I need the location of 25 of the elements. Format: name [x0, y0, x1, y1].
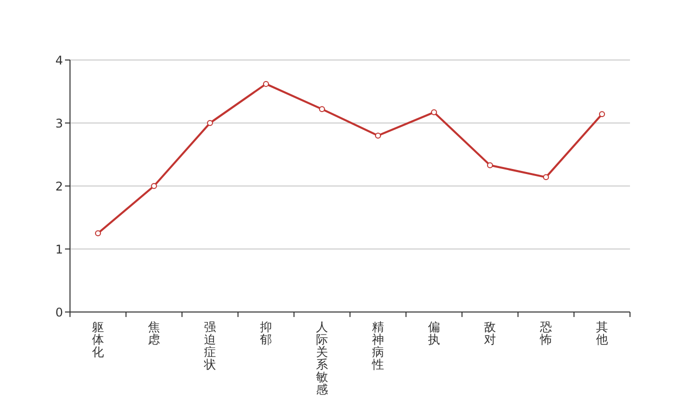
x-tick-label: 人际关系敏感: [316, 320, 328, 396]
point: [207, 120, 213, 126]
point: [375, 132, 381, 139]
y-tick-label: 4: [55, 53, 63, 68]
x-tick-label: 躯体化: [92, 320, 104, 359]
point: [319, 106, 325, 112]
x-tick-label: 敌对: [484, 320, 496, 346]
point: [95, 230, 101, 236]
x-tick-label: 抑郁: [260, 320, 272, 346]
point: [151, 183, 157, 189]
point: [599, 111, 605, 118]
y-tick-label: 2: [55, 179, 63, 194]
x-tick-label: 精神病性: [371, 320, 384, 372]
x-tick-label: 其他: [596, 320, 608, 346]
point: [487, 162, 493, 168]
point: [543, 174, 549, 180]
y-tick-label: 0: [55, 305, 63, 320]
x-tick-label: 焦虑: [148, 320, 160, 346]
point: [431, 109, 437, 116]
x-tick-label: 偏执: [428, 320, 440, 346]
x-tick-label: 强迫症状: [203, 320, 216, 372]
x-tick-label: 恐怖: [539, 320, 552, 346]
y-tick-label: 1: [55, 242, 63, 256]
point: [263, 80, 269, 87]
y-tick-label: 3: [55, 116, 63, 130]
